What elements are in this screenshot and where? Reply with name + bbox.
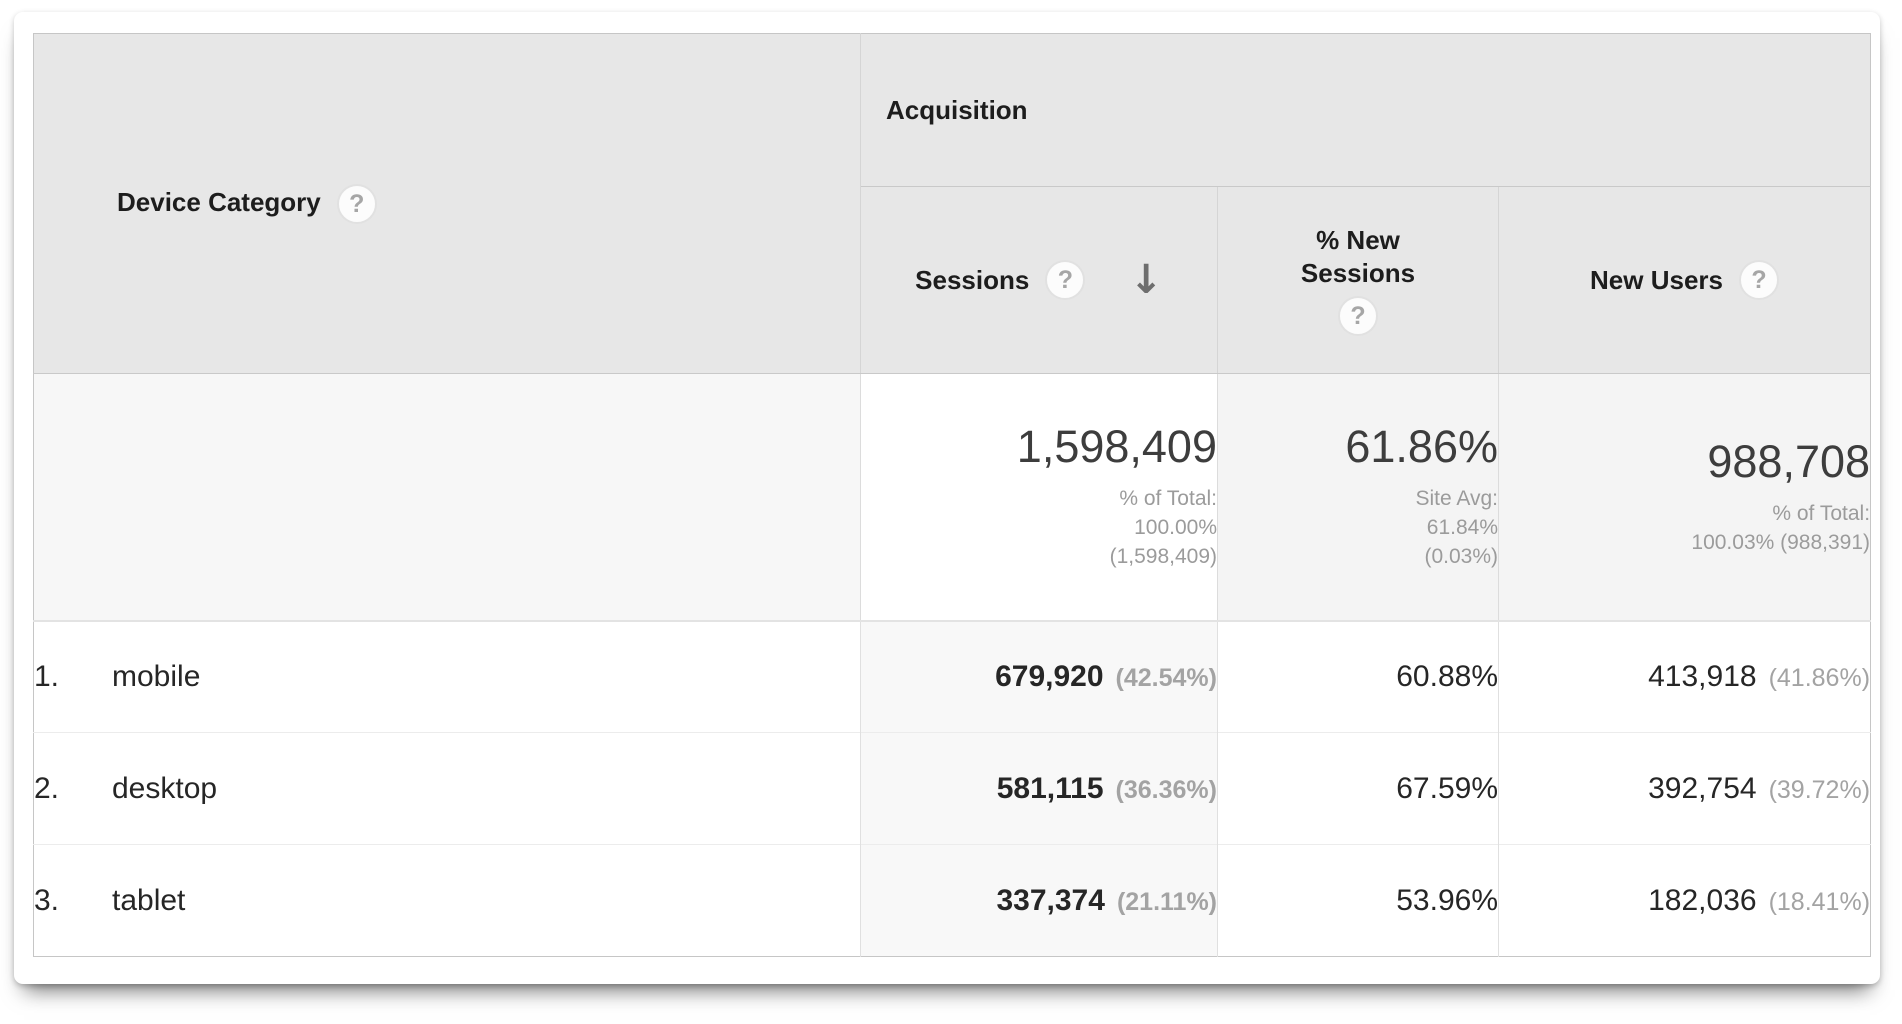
device-cell: 3. tablet — [33, 844, 861, 957]
percent-new-sessions-cell: 53.96% — [1217, 844, 1499, 957]
summary-sessions-value: 1,598,409 — [1016, 421, 1217, 473]
summary-caption-line: % of Total: — [1119, 487, 1217, 511]
column-header-percent-new-sessions[interactable]: % New Sessions? — [1217, 186, 1499, 374]
help-icon[interactable]: ? — [1045, 260, 1086, 300]
new-users-share: (18.41%) — [1768, 887, 1871, 916]
summary-caption-line: % of Total: — [1772, 501, 1871, 525]
new-users-cell: 182,036 (18.41%) — [1497, 844, 1871, 957]
column-header-new-users[interactable]: New Users? — [1497, 186, 1871, 374]
summary-new-users-cell: 988,708 % of Total: 100.03% (988,391) — [1497, 373, 1871, 622]
help-icon[interactable]: ? — [1739, 260, 1779, 300]
summary-percent-new-sessions-cell: 61.86% Site Avg: 61.84% (0.03%) — [1217, 373, 1499, 622]
sessions-share: (42.54%) — [1115, 663, 1217, 692]
table-row: 1. mobile 679,920 (42.54%) 60.88% 413,918 (… — [33, 620, 1871, 733]
group-header-row: Device Category? Acquisition — [33, 33, 1871, 374]
summary-row: 1,598,409 % of Total: 100.00% (1,598,409… — [33, 373, 1871, 622]
percent-new-sessions-value: 53.96% — [1396, 883, 1498, 917]
summary-device-category-cell — [33, 373, 861, 622]
new-users-value: 182,036 — [1648, 883, 1757, 917]
summary-caption-line: 100.03% (988,391) — [1691, 530, 1871, 554]
device-category-label: Device Category — [117, 186, 321, 217]
sessions-cell: 581,115 (36.36%) — [860, 732, 1218, 845]
new-users-label: New Users — [1590, 264, 1723, 295]
row-rank: 2. — [34, 771, 60, 805]
summary-new-users-caption: % of Total: 100.03% (988,391) — [1499, 500, 1870, 558]
column-header-sessions[interactable]: Sessions? ↓ — [860, 186, 1218, 374]
percent-new-sessions-label: % New Sessions — [1300, 225, 1416, 288]
metric-group-header-acquisition: Acquisition — [860, 33, 1871, 187]
row-rank: 1. — [34, 659, 60, 693]
sessions-cell: 679,920 (42.54%) — [860, 620, 1218, 733]
sessions-label: Sessions — [915, 264, 1030, 295]
summary-caption-line: (0.03%) — [1424, 545, 1498, 569]
summary-percent-new-sessions-caption: Site Avg: 61.84% (0.03%) — [1218, 485, 1498, 572]
help-icon[interactable]: ? — [336, 183, 377, 224]
percent-new-sessions-cell: 67.59% — [1217, 732, 1499, 845]
summary-caption-line: 100.00% — [1134, 516, 1217, 540]
new-users-cell: 413,918 (41.86%) — [1497, 620, 1871, 733]
percent-new-sessions-value: 60.88% — [1396, 659, 1498, 693]
device-label[interactable]: mobile — [112, 659, 201, 693]
new-users-share: (41.86%) — [1768, 663, 1871, 692]
device-label[interactable]: tablet — [112, 883, 186, 917]
summary-sessions-cell: 1,598,409 % of Total: 100.00% (1,598,409… — [860, 373, 1218, 622]
help-icon[interactable]: ? — [1338, 296, 1378, 336]
percent-new-sessions-cell: 60.88% — [1217, 620, 1499, 733]
sessions-value: 679,920 — [995, 659, 1104, 693]
device-category-table: Device Category? Acquisition Sessions? ↓ … — [33, 33, 1872, 957]
sessions-value: 581,115 — [996, 771, 1104, 805]
summary-caption-line: (1,598,409) — [1109, 545, 1217, 569]
screenshot-frame: Device Category? Acquisition Sessions? ↓ … — [14, 12, 1880, 984]
sessions-share: (36.36%) — [1115, 775, 1217, 804]
percent-new-sessions-value: 67.59% — [1396, 771, 1498, 805]
sessions-share: (21.11%) — [1116, 887, 1217, 916]
sessions-value: 337,374 — [996, 883, 1105, 917]
sessions-cell: 337,374 (21.11%) — [860, 844, 1218, 957]
new-users-value: 392,754 — [1648, 771, 1757, 805]
device-cell: 1. mobile — [33, 620, 861, 733]
device-label[interactable]: desktop — [112, 771, 218, 805]
row-rank: 3. — [34, 883, 60, 917]
table-row: 3. tablet 337,374 (21.11%) 53.96% 182,036 (… — [33, 844, 1871, 957]
summary-caption-line: 61.84% — [1426, 516, 1498, 540]
new-users-value: 413,918 — [1648, 659, 1757, 693]
table-row: 2. desktop 581,115 (36.36%) 67.59% 392,754… — [33, 732, 1871, 845]
metric-header-row: Sessions? ↓ % New Sessions? New Users? — [34, 186, 1871, 374]
summary-sessions-caption: % of Total: 100.00% (1,598,409) — [861, 485, 1217, 572]
new-users-cell: 392,754 (39.72%) — [1497, 732, 1871, 845]
sort-descending-icon[interactable]: ↓ — [1129, 257, 1163, 303]
acquisition-label: Acquisition — [886, 94, 1028, 125]
summary-new-users-value: 988,708 — [1707, 435, 1871, 487]
summary-caption-line: Site Avg: — [1415, 487, 1498, 511]
summary-percent-new-sessions-value: 61.86% — [1345, 421, 1498, 473]
new-users-share: (39.72%) — [1768, 775, 1871, 804]
column-header-device-category[interactable]: Device Category? — [33, 33, 861, 374]
device-cell: 2. desktop — [33, 732, 861, 845]
